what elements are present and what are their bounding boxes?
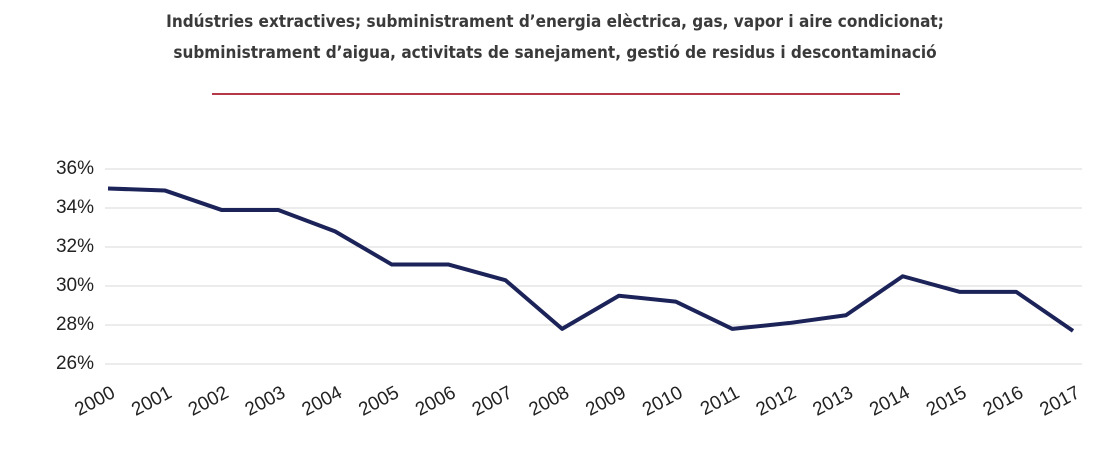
x-tick-label: 2001 bbox=[128, 382, 175, 420]
x-tick-label: 2017 bbox=[1037, 382, 1084, 420]
x-tick-label: 2000 bbox=[72, 382, 119, 420]
chart-title: subministrament d’aigua, activitats de s… bbox=[173, 43, 936, 63]
y-tick-label: 36% bbox=[56, 158, 94, 179]
y-tick-label: 30% bbox=[56, 275, 94, 296]
x-tick-label: 2012 bbox=[753, 382, 800, 420]
y-tick-label: 26% bbox=[56, 353, 94, 374]
x-tick-label: 2008 bbox=[526, 382, 573, 420]
x-tick-label: 2004 bbox=[299, 382, 347, 421]
y-tick-label: 34% bbox=[56, 197, 94, 218]
x-tick-label: 2009 bbox=[582, 382, 629, 420]
x-tick-label: 2015 bbox=[923, 382, 970, 420]
y-tick-label: 32% bbox=[56, 236, 94, 257]
chart-title: Indústries extractives; subministrament … bbox=[166, 12, 944, 32]
x-tick-label: 2014 bbox=[866, 382, 914, 421]
x-tick-label: 2006 bbox=[412, 382, 459, 420]
y-tick-label: 28% bbox=[56, 314, 94, 335]
x-tick-label: 2003 bbox=[242, 382, 289, 420]
x-tick-label: 2002 bbox=[185, 382, 232, 420]
x-tick-label: 2016 bbox=[980, 382, 1027, 420]
x-tick-label: 2013 bbox=[809, 382, 856, 420]
x-tick-label: 2005 bbox=[355, 382, 402, 420]
x-tick-label: 2007 bbox=[469, 382, 516, 420]
line bbox=[107, 186, 1075, 333]
x-tick-label: 2010 bbox=[639, 382, 686, 420]
x-tick-label: 2011 bbox=[697, 382, 743, 420]
